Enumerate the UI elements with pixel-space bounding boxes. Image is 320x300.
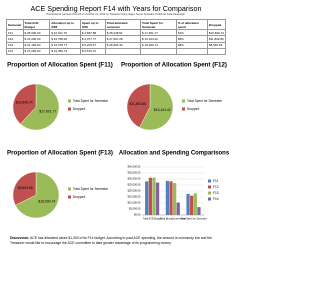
- y-tick-label: $30,000.00: [128, 177, 142, 181]
- bar: [145, 181, 149, 215]
- table-cell: [175, 47, 208, 55]
- chart-title: Allocation and Spending Comparisons: [119, 151, 230, 157]
- legend-label: Dropped: [73, 195, 85, 199]
- slice-label: $16,104.42: [154, 108, 171, 112]
- legend-label: Dropped: [73, 107, 85, 111]
- table-cell: $ 6,570.72: [79, 47, 106, 55]
- column-header: Semester: [6, 18, 24, 31]
- pie-chart: Proportion of Allocation Spent (F13) $18,…: [7, 150, 113, 219]
- y-tick-label: $25,000.00: [128, 183, 142, 187]
- bar: [173, 183, 177, 215]
- chart-title: Proportion of Allocation Spent (F12): [121, 62, 227, 69]
- pie-slice: [12, 171, 37, 206]
- legend-label: F14: [213, 197, 219, 201]
- title: ACE Spending Report F14 with Years for C…: [30, 4, 202, 13]
- pie-slice: [139, 83, 174, 131]
- slice-label: $10,846.74: [16, 100, 33, 104]
- slice-label: $11,892.86: [129, 102, 146, 106]
- y-tick-label: $15,000.00: [128, 195, 142, 199]
- bar: [165, 180, 170, 215]
- pie-chart: Proportion of Allocation Spent (F11) $17,…: [7, 62, 113, 131]
- legend-swatch: [68, 107, 71, 111]
- legend-swatch: [182, 99, 185, 103]
- bar: [152, 177, 156, 215]
- legend-swatch: [182, 107, 185, 111]
- legend-swatch: [208, 197, 211, 201]
- legend-swatch: [68, 195, 71, 199]
- bar: [148, 177, 152, 215]
- bar: [155, 182, 160, 215]
- legend-label: F13: [213, 191, 219, 195]
- slice-label: $17,601.77: [39, 110, 56, 114]
- legend-swatch: [68, 99, 71, 103]
- table-cell: $ 10,359.74: [49, 47, 81, 55]
- table-row: F14 $ 27,000.00 $ 10,359.74 $ 6,570.72: [6, 47, 227, 55]
- bar: [186, 193, 190, 215]
- y-tick-label: $0.00: [134, 213, 141, 217]
- column-header: Total Spent for Semester: [140, 18, 177, 31]
- y-tick-label: $10,000.00: [128, 201, 142, 205]
- subtitle: Presented at Campus Council on October 2…: [46, 13, 186, 16]
- legend-swatch: [208, 185, 211, 189]
- table-cell: $ 27,000.00: [22, 47, 51, 55]
- slice-label: $18,000.74: [38, 200, 55, 204]
- chart-title: Proportion of Allocation Spent (F11): [7, 62, 113, 69]
- y-tick-label: $5,000.00: [129, 207, 141, 211]
- pie-slice: [15, 171, 60, 219]
- column-header: Dropped: [206, 18, 227, 31]
- bar-chart: Allocation and Spending Comparisons $0.00…: [119, 151, 230, 221]
- y-tick-label: $35,000.00: [128, 171, 142, 175]
- table-cell: [104, 47, 142, 55]
- x-tick-label: Total Spent for Semester: [181, 218, 208, 221]
- legend-label: Total Spent for Semester: [187, 99, 223, 103]
- discussion-label: Discussion:: [10, 236, 30, 240]
- slice-label: $8,593.66: [18, 186, 33, 190]
- bar: [193, 193, 197, 215]
- legend-label: F11: [213, 179, 218, 183]
- y-tick-label: $20,000.00: [128, 189, 142, 193]
- x-tick-label: Total allocated semester: [160, 218, 186, 221]
- legend-swatch: [208, 179, 211, 183]
- column-header: Total ACE Budget: [22, 18, 51, 31]
- discussion: Discussion: ACE has allocated about $1,3…: [10, 236, 222, 245]
- bar: [197, 207, 201, 215]
- table-cell: [206, 47, 227, 55]
- column-header: Allocation up to 3/28: [49, 18, 81, 31]
- legend-label: Dropped: [187, 107, 199, 111]
- pie-slice: [12, 83, 37, 125]
- table-cell: F14: [6, 47, 24, 55]
- legend-label: Total Spent for Semester: [73, 187, 109, 191]
- pie-slice: [20, 83, 60, 131]
- column-header: % of allocation spent: [175, 18, 208, 31]
- legend-label: F12: [213, 185, 219, 189]
- bar: [190, 195, 194, 215]
- chart-title: Proportion of Allocation Spent (F13): [7, 150, 113, 157]
- column-header: Spent up to 3/28: [79, 18, 106, 31]
- y-tick-label: $40,000.00: [128, 165, 142, 169]
- column-header: Total allocated semester: [104, 18, 142, 31]
- page: {"header":{"title":"ACE Spending Report …: [6, 4, 230, 245]
- bar: [169, 181, 173, 215]
- legend-label: Total Spent for Semester: [73, 99, 109, 103]
- discussion-text: ACE has allocated about $1,300 of its F1…: [10, 236, 213, 245]
- legend-swatch: [208, 191, 211, 195]
- legend-swatch: [68, 187, 71, 191]
- spending-table: Semester Total ACE Budget Allocation up to…: [6, 18, 227, 55]
- table-cell: [140, 47, 177, 55]
- pie-slice: [126, 83, 151, 128]
- x-tick-label: Total ACE Budget: [143, 218, 162, 221]
- bar: [176, 202, 180, 215]
- pie-chart: Proportion of Allocation Spent (F12) $16,…: [121, 62, 227, 131]
